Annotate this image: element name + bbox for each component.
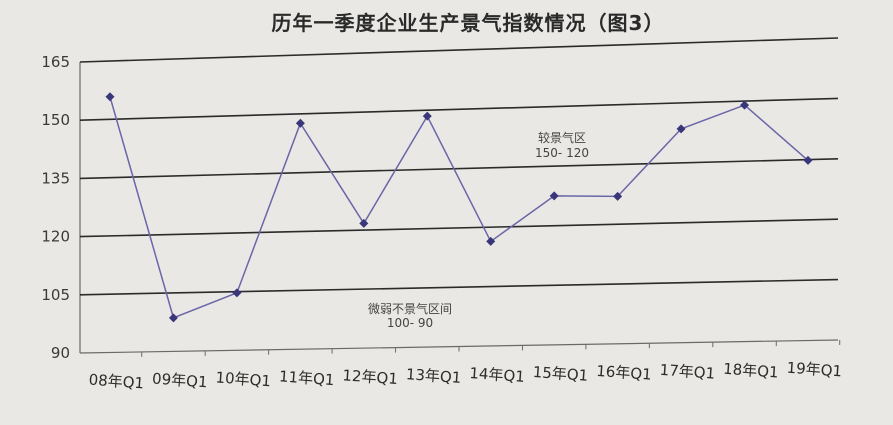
y-tick-label: 120 xyxy=(41,228,70,246)
data-point xyxy=(105,92,115,102)
x-tick-label: 12年Q1 xyxy=(342,366,399,388)
data-point xyxy=(168,313,178,323)
annotation-label: 微弱不景气区间 xyxy=(368,301,452,316)
y-tick-label: 135 xyxy=(41,169,70,187)
gridline-120 xyxy=(79,218,839,238)
x-tick-label: 11年Q1 xyxy=(278,367,335,389)
annotation-label: 较景气区 xyxy=(538,130,586,145)
data-point xyxy=(422,111,432,121)
annotation-range: 150- 120 xyxy=(535,146,589,160)
x-tick-label: 19年Q1 xyxy=(786,359,843,381)
y-tick-label: 165 xyxy=(41,53,70,71)
data-point xyxy=(613,191,623,201)
gridline-135 xyxy=(79,158,839,180)
gridline-150 xyxy=(79,97,839,121)
x-tick-label: 10年Q1 xyxy=(215,368,272,390)
x-tick-label: 09年Q1 xyxy=(152,369,209,391)
x-tick-label: 16年Q1 xyxy=(596,362,653,384)
y-tick-label: 150 xyxy=(41,111,70,129)
annotation-range: 100- 90 xyxy=(387,316,433,330)
gridline-165 xyxy=(79,37,839,63)
data-point xyxy=(676,124,686,134)
data-point xyxy=(232,288,242,298)
data-point xyxy=(803,155,813,165)
data-point xyxy=(740,100,750,110)
x-tick-label: 13年Q1 xyxy=(405,365,462,387)
gridline-105 xyxy=(79,278,839,296)
data-point xyxy=(486,236,496,246)
y-tick-label: 90 xyxy=(51,344,70,362)
x-tick-label: 18年Q1 xyxy=(723,360,780,382)
data-point xyxy=(359,218,369,228)
x-tick-label: 17年Q1 xyxy=(659,361,716,383)
x-tick-label: 14年Q1 xyxy=(469,364,526,386)
data-point xyxy=(295,118,305,128)
y-tick-label: 105 xyxy=(41,286,70,304)
x-tick-label: 08年Q1 xyxy=(88,371,145,393)
series-line xyxy=(109,96,809,319)
data-point xyxy=(549,191,559,201)
chart-title: 历年一季度企业生产景气指数情况（图3） xyxy=(272,11,665,35)
x-tick-label: 15年Q1 xyxy=(532,363,589,385)
